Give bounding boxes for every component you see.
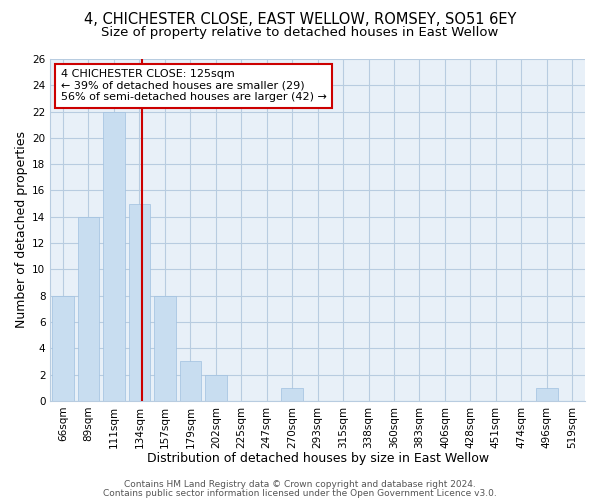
Bar <box>536 388 557 401</box>
Y-axis label: Number of detached properties: Number of detached properties <box>15 132 28 328</box>
X-axis label: Distribution of detached houses by size in East Wellow: Distribution of detached houses by size … <box>146 452 489 465</box>
Bar <box>281 388 303 401</box>
Bar <box>179 362 201 401</box>
Bar <box>205 374 227 401</box>
Text: Contains public sector information licensed under the Open Government Licence v3: Contains public sector information licen… <box>103 488 497 498</box>
Bar <box>77 217 99 401</box>
Text: 4, CHICHESTER CLOSE, EAST WELLOW, ROMSEY, SO51 6EY: 4, CHICHESTER CLOSE, EAST WELLOW, ROMSEY… <box>84 12 516 28</box>
Text: Size of property relative to detached houses in East Wellow: Size of property relative to detached ho… <box>101 26 499 39</box>
Bar <box>103 112 125 401</box>
Bar <box>128 204 150 401</box>
Text: 4 CHICHESTER CLOSE: 125sqm
← 39% of detached houses are smaller (29)
56% of semi: 4 CHICHESTER CLOSE: 125sqm ← 39% of deta… <box>61 70 327 102</box>
Text: Contains HM Land Registry data © Crown copyright and database right 2024.: Contains HM Land Registry data © Crown c… <box>124 480 476 489</box>
Bar <box>52 296 74 401</box>
Bar <box>154 296 176 401</box>
